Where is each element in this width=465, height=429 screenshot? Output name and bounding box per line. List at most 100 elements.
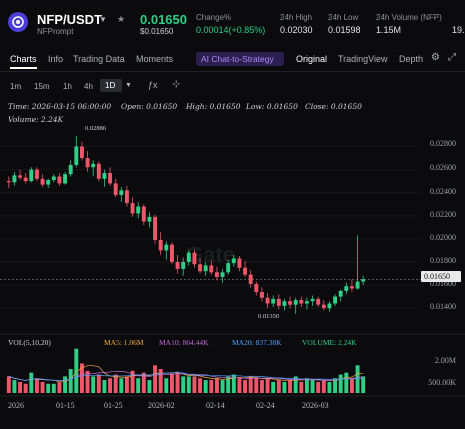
- candle-body: [304, 301, 309, 304]
- volume-bar: [243, 380, 248, 393]
- volume-bar: [181, 376, 186, 393]
- volume-bar: [254, 378, 259, 393]
- stat-high-label: 24h High: [280, 13, 313, 22]
- y-tick: 0.02200: [430, 210, 456, 219]
- candle-body: [271, 298, 276, 304]
- volume-bar: [327, 381, 332, 393]
- candle-body: [130, 203, 135, 214]
- tab-moments[interactable]: Moments: [136, 54, 174, 64]
- candle-body: [282, 301, 287, 306]
- volume-bar: [18, 381, 23, 393]
- volume-bar: [288, 380, 293, 393]
- y-tick: 0.01800: [430, 256, 456, 265]
- tab-info[interactable]: Info: [48, 54, 64, 64]
- timeframe-4h[interactable]: 4h: [84, 82, 93, 91]
- ohlc-volume: Volume: 2.24K: [8, 115, 64, 124]
- candle-body: [209, 265, 214, 273]
- candle-body: [74, 146, 79, 165]
- candle-body: [51, 176, 56, 180]
- y-tick: 0.02600: [430, 163, 456, 172]
- candle-body: [259, 291, 264, 298]
- candle-body: [293, 300, 298, 305]
- volume-bar: [130, 370, 135, 393]
- volume-bar: [355, 365, 360, 393]
- candlestick-chart[interactable]: [0, 120, 465, 420]
- volume-bar: [282, 381, 287, 393]
- volume-bar: [91, 376, 96, 393]
- crosshair-icon[interactable]: ⊹: [172, 79, 181, 90]
- stat-high-value: 0.02030: [280, 25, 313, 35]
- star-icon[interactable]: ★: [117, 14, 126, 24]
- tab-depth[interactable]: Depth: [399, 54, 424, 64]
- candle-body: [214, 272, 219, 277]
- timeframe-1d-selected[interactable]: 1D: [100, 79, 122, 92]
- candle-body: [338, 290, 343, 297]
- volume-bar: [68, 369, 73, 393]
- tab-trading-data[interactable]: Trading Data: [73, 54, 125, 64]
- expand-icon[interactable]: ⤢: [448, 52, 456, 63]
- volume-bar: [209, 380, 214, 393]
- chevron-down-icon[interactable]: ▼: [125, 82, 132, 89]
- volume-bar: [108, 378, 113, 393]
- candle-body: [265, 297, 270, 304]
- volume-bar: [344, 372, 349, 393]
- y-tick: 0.02000: [430, 233, 456, 242]
- volume-bar: [304, 378, 309, 393]
- volume-bar: [6, 376, 11, 393]
- y-tick: 0.02800: [430, 139, 456, 148]
- volume-ma10: MA10: 864.44K: [159, 338, 209, 347]
- y-tick: 0.01600: [430, 279, 456, 288]
- volume-current: VOLUME: 2.24K: [302, 338, 357, 347]
- indicator-icon[interactable]: ƒx: [148, 80, 158, 90]
- candle-body: [153, 216, 158, 241]
- candle-body: [40, 178, 45, 185]
- volume-bar: [124, 376, 129, 393]
- timeframe-1m[interactable]: 1m: [10, 82, 22, 91]
- timeframe-15m[interactable]: 15m: [34, 82, 50, 91]
- timeframe-1h[interactable]: 1h: [63, 82, 72, 91]
- volume-bar: [46, 383, 51, 393]
- min-price-label: 0.01350: [258, 313, 280, 320]
- volume-bar: [102, 380, 107, 393]
- candle-body: [63, 174, 68, 184]
- pair-title[interactable]: NFP/USDT: [37, 12, 102, 27]
- volume-bar: [51, 383, 56, 393]
- candle-body: [248, 274, 253, 284]
- volume-indicator-label: VOL(5,10,20): [8, 338, 51, 347]
- volume-bar: [265, 378, 270, 393]
- x-tick: 2026-03: [302, 401, 329, 410]
- candle-body: [276, 298, 281, 306]
- volume-bar: [153, 365, 158, 393]
- settings-gear-icon[interactable]: ⚙: [431, 52, 440, 63]
- tab-charts[interactable]: Charts: [10, 54, 37, 64]
- tab-tradingview[interactable]: TradingView: [338, 54, 388, 64]
- x-tick: 02-14: [206, 401, 225, 410]
- last-price: 0.01650: [140, 12, 187, 27]
- tabs-divider: [0, 71, 465, 72]
- volume-bar: [293, 376, 298, 393]
- volume-bar: [310, 380, 315, 393]
- volume-bar: [333, 378, 338, 393]
- volume-bar: [23, 383, 28, 393]
- candle-body: [175, 261, 180, 269]
- volume-bar: [113, 374, 118, 393]
- stat-low-value: 0.01598: [328, 25, 361, 35]
- ohlc-high: High: 0.01650: [186, 102, 241, 111]
- x-tick: 2026-02: [148, 401, 175, 410]
- x-tick: 01-25: [104, 401, 123, 410]
- tab-original[interactable]: Original: [296, 54, 328, 64]
- candle-body: [141, 206, 146, 222]
- stat-cutoff-value: 19.: [452, 25, 465, 35]
- current-price-tag: 0.01650: [421, 271, 461, 282]
- chevron-down-icon[interactable]: ▼: [99, 15, 107, 24]
- candle-body: [147, 216, 152, 222]
- ai-strategy-button[interactable]: AI Chat-to-Strategy: [196, 52, 284, 66]
- candle-body: [46, 179, 51, 185]
- volume-bar: [192, 376, 197, 393]
- volume-bar: [40, 381, 45, 393]
- volume-bar: [136, 378, 141, 393]
- candle-body: [299, 300, 304, 304]
- volume-bar: [226, 376, 231, 393]
- volume-bar: [316, 381, 321, 393]
- candle-body: [198, 264, 203, 272]
